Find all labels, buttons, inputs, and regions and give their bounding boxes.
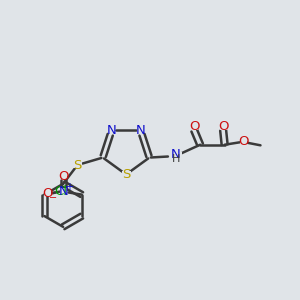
FancyBboxPatch shape bbox=[44, 190, 51, 196]
FancyBboxPatch shape bbox=[172, 152, 182, 160]
Text: S: S bbox=[122, 168, 130, 181]
Text: O: O bbox=[58, 169, 68, 183]
Text: S: S bbox=[73, 158, 82, 172]
Text: N: N bbox=[171, 148, 181, 161]
FancyBboxPatch shape bbox=[137, 127, 144, 134]
FancyBboxPatch shape bbox=[190, 124, 198, 130]
Text: N: N bbox=[58, 185, 68, 198]
FancyBboxPatch shape bbox=[73, 162, 82, 168]
Text: +: + bbox=[64, 182, 73, 192]
Text: H: H bbox=[172, 154, 180, 164]
FancyBboxPatch shape bbox=[60, 173, 67, 179]
Text: N: N bbox=[107, 124, 117, 137]
Text: O: O bbox=[218, 120, 228, 133]
FancyBboxPatch shape bbox=[108, 127, 115, 134]
FancyBboxPatch shape bbox=[122, 171, 130, 178]
Text: N: N bbox=[136, 124, 146, 137]
Text: O: O bbox=[189, 120, 200, 133]
Text: −: − bbox=[49, 193, 57, 203]
FancyBboxPatch shape bbox=[220, 124, 227, 130]
Text: Cl: Cl bbox=[54, 184, 68, 197]
Text: O: O bbox=[238, 135, 248, 148]
Text: O: O bbox=[42, 187, 53, 200]
FancyBboxPatch shape bbox=[60, 188, 67, 195]
FancyBboxPatch shape bbox=[240, 139, 247, 145]
